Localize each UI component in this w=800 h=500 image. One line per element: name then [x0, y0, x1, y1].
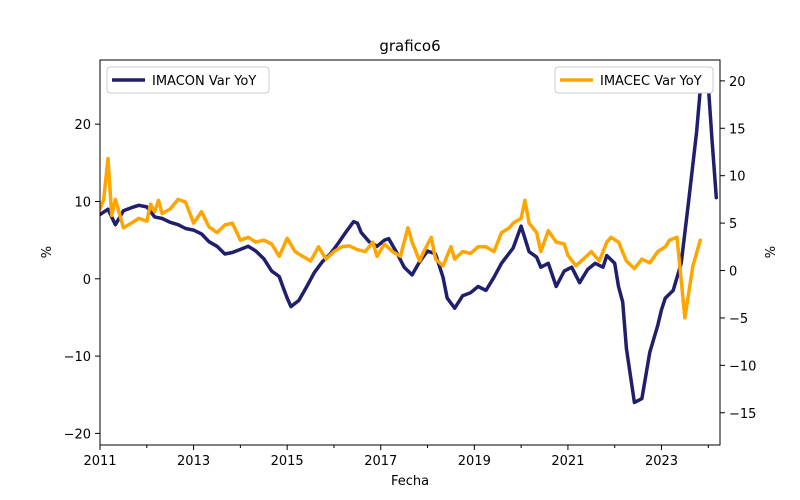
y-left-tick-label--10: −10 [64, 350, 91, 365]
legend-left: IMACON Var YoY [106, 66, 270, 94]
y-right-tick-label-15: 15 [729, 122, 746, 137]
x-tick-label-2017: 2017 [364, 454, 397, 469]
series-layer [100, 76, 719, 405]
y-axis-left-label: % [40, 246, 55, 258]
x-tick-label-2015: 2015 [271, 454, 304, 469]
x-tick-label-2019: 2019 [458, 454, 491, 469]
series-line-imacon [100, 76, 719, 405]
legend-left-box [106, 66, 270, 94]
plot-frame [99, 59, 721, 446]
y-left-tick-label-10: 10 [74, 195, 91, 210]
y-left-tick-label-0: 0 [83, 273, 91, 288]
plot-area-group [100, 76, 719, 405]
x-tick-label-2023: 2023 [645, 454, 678, 469]
x-tick-label-2011: 2011 [83, 454, 116, 469]
y-axis-left: 20 10 0 −10 −20 [64, 118, 100, 442]
y-right-tick-label--5: −5 [729, 312, 748, 327]
x-tick-label-2013: 2013 [177, 454, 210, 469]
series-line-imacec [100, 156, 703, 320]
legend-left-label: IMACON Var YoY [152, 74, 256, 89]
y-right-tick-label-10: 10 [729, 170, 746, 185]
y-left-tick-label-20: 20 [74, 118, 91, 133]
legend-right: IMACEC Var YoY [554, 66, 714, 94]
y-axis-right: 20 15 10 5 0 −5 −10 −15 [720, 75, 756, 422]
chart-title: grafico6 [379, 37, 440, 55]
legend-right-box [554, 66, 714, 94]
y-right-tick-label-20: 20 [729, 75, 746, 90]
x-axis: 2011 2013 2015 2017 2019 2021 2023 [83, 445, 709, 469]
y-right-tick-label-0: 0 [729, 265, 737, 280]
x-tick-label-2021: 2021 [551, 454, 584, 469]
y-right-tick-label--15: −15 [729, 407, 756, 422]
y-right-tick-label--10: −10 [729, 359, 756, 374]
y-right-tick-label-5: 5 [729, 217, 737, 232]
y-axis-right-label: % [764, 246, 779, 258]
y-left-tick-label--20: −20 [64, 427, 91, 442]
legend-right-label: IMACEC Var YoY [600, 74, 702, 89]
x-axis-label: Fecha [391, 474, 429, 489]
